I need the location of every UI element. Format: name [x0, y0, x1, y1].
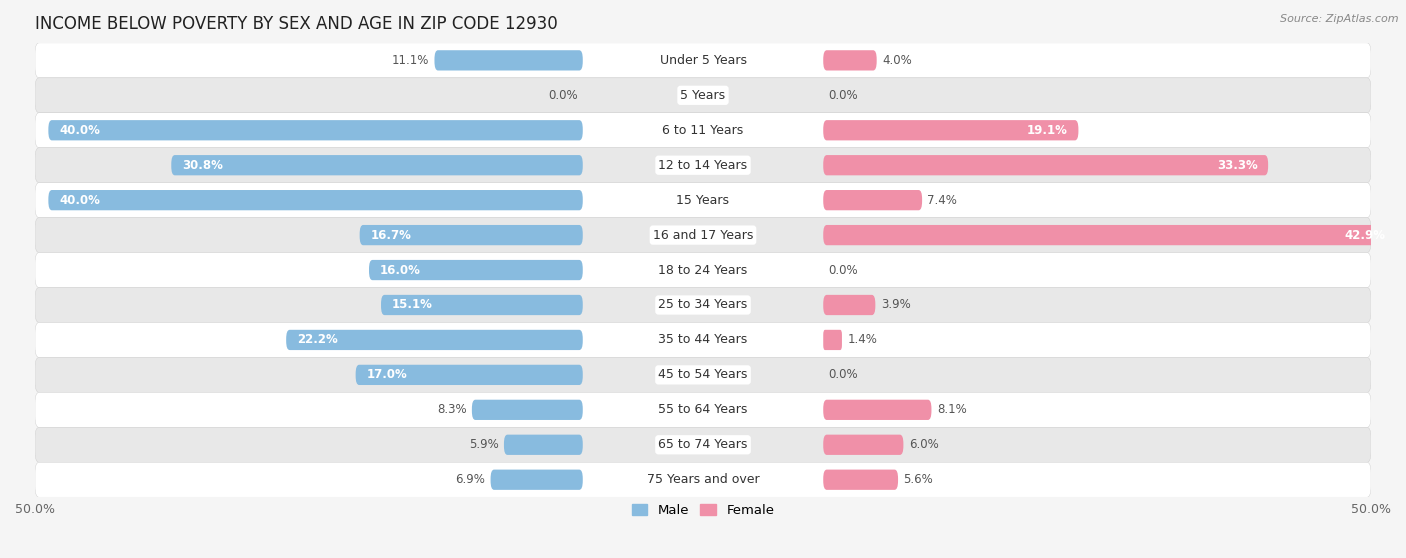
Text: 0.0%: 0.0%	[828, 263, 858, 277]
Text: 0.0%: 0.0%	[548, 89, 578, 102]
FancyBboxPatch shape	[824, 400, 931, 420]
Text: 7.4%: 7.4%	[928, 194, 957, 206]
Text: 12 to 14 Years: 12 to 14 Years	[658, 158, 748, 172]
Text: 15.1%: 15.1%	[392, 299, 433, 311]
FancyBboxPatch shape	[491, 470, 582, 490]
FancyBboxPatch shape	[824, 120, 1078, 141]
Text: 17.0%: 17.0%	[367, 368, 408, 381]
FancyBboxPatch shape	[48, 120, 582, 141]
Text: 16 and 17 Years: 16 and 17 Years	[652, 229, 754, 242]
Text: 6 to 11 Years: 6 to 11 Years	[662, 124, 744, 137]
FancyBboxPatch shape	[824, 435, 904, 455]
Legend: Male, Female: Male, Female	[626, 499, 780, 522]
Text: 6.0%: 6.0%	[908, 438, 938, 451]
Text: 35 to 44 Years: 35 to 44 Years	[658, 334, 748, 347]
FancyBboxPatch shape	[35, 148, 1371, 182]
FancyBboxPatch shape	[434, 50, 582, 70]
FancyBboxPatch shape	[35, 113, 1371, 148]
FancyBboxPatch shape	[472, 400, 582, 420]
Text: 0.0%: 0.0%	[828, 368, 858, 381]
FancyBboxPatch shape	[824, 330, 842, 350]
Text: 3.9%: 3.9%	[880, 299, 911, 311]
Text: 65 to 74 Years: 65 to 74 Years	[658, 438, 748, 451]
Text: 40.0%: 40.0%	[59, 194, 100, 206]
Text: 11.1%: 11.1%	[392, 54, 429, 67]
Text: 55 to 64 Years: 55 to 64 Years	[658, 403, 748, 416]
FancyBboxPatch shape	[360, 225, 582, 245]
FancyBboxPatch shape	[356, 365, 582, 385]
FancyBboxPatch shape	[35, 358, 1371, 392]
FancyBboxPatch shape	[35, 427, 1371, 462]
Text: 42.9%: 42.9%	[1344, 229, 1386, 242]
Text: 19.1%: 19.1%	[1026, 124, 1067, 137]
FancyBboxPatch shape	[287, 330, 582, 350]
Text: 1.4%: 1.4%	[848, 334, 877, 347]
FancyBboxPatch shape	[824, 50, 877, 70]
FancyBboxPatch shape	[824, 295, 876, 315]
Text: 8.3%: 8.3%	[437, 403, 467, 416]
Text: 22.2%: 22.2%	[297, 334, 337, 347]
Text: 6.9%: 6.9%	[456, 473, 485, 486]
Text: 25 to 34 Years: 25 to 34 Years	[658, 299, 748, 311]
Text: 33.3%: 33.3%	[1216, 158, 1257, 172]
FancyBboxPatch shape	[503, 435, 582, 455]
FancyBboxPatch shape	[35, 287, 1371, 323]
Text: 4.0%: 4.0%	[882, 54, 911, 67]
FancyBboxPatch shape	[35, 462, 1371, 497]
Text: 5.6%: 5.6%	[904, 473, 934, 486]
Text: INCOME BELOW POVERTY BY SEX AND AGE IN ZIP CODE 12930: INCOME BELOW POVERTY BY SEX AND AGE IN Z…	[35, 15, 558, 33]
FancyBboxPatch shape	[35, 182, 1371, 218]
FancyBboxPatch shape	[35, 218, 1371, 253]
Text: 16.7%: 16.7%	[370, 229, 411, 242]
Text: 0.0%: 0.0%	[828, 89, 858, 102]
Text: 8.1%: 8.1%	[936, 403, 966, 416]
Text: Source: ZipAtlas.com: Source: ZipAtlas.com	[1281, 14, 1399, 24]
FancyBboxPatch shape	[35, 253, 1371, 287]
Text: Under 5 Years: Under 5 Years	[659, 54, 747, 67]
FancyBboxPatch shape	[48, 190, 582, 210]
FancyBboxPatch shape	[35, 78, 1371, 113]
Text: 15 Years: 15 Years	[676, 194, 730, 206]
Text: 75 Years and over: 75 Years and over	[647, 473, 759, 486]
FancyBboxPatch shape	[824, 470, 898, 490]
FancyBboxPatch shape	[35, 43, 1371, 78]
Text: 5.9%: 5.9%	[468, 438, 499, 451]
FancyBboxPatch shape	[368, 260, 582, 280]
FancyBboxPatch shape	[381, 295, 582, 315]
Text: 45 to 54 Years: 45 to 54 Years	[658, 368, 748, 381]
Text: 16.0%: 16.0%	[380, 263, 420, 277]
Text: 30.8%: 30.8%	[181, 158, 222, 172]
FancyBboxPatch shape	[172, 155, 582, 175]
FancyBboxPatch shape	[824, 225, 1396, 245]
FancyBboxPatch shape	[824, 190, 922, 210]
FancyBboxPatch shape	[35, 323, 1371, 358]
Text: 40.0%: 40.0%	[59, 124, 100, 137]
Text: 5 Years: 5 Years	[681, 89, 725, 102]
FancyBboxPatch shape	[35, 392, 1371, 427]
FancyBboxPatch shape	[824, 155, 1268, 175]
Text: 18 to 24 Years: 18 to 24 Years	[658, 263, 748, 277]
